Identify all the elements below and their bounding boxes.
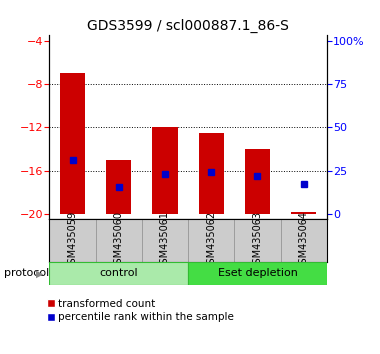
Title: GDS3599 / scl000887.1_86-S: GDS3599 / scl000887.1_86-S xyxy=(87,19,289,33)
Text: GSM435060: GSM435060 xyxy=(114,211,124,270)
Bar xyxy=(49,262,188,285)
Bar xyxy=(106,160,131,214)
Bar xyxy=(280,219,327,262)
Text: GSM435061: GSM435061 xyxy=(160,211,170,270)
Text: GSM435063: GSM435063 xyxy=(252,211,263,270)
Bar xyxy=(234,219,280,262)
Legend: transformed count, percentile rank within the sample: transformed count, percentile rank withi… xyxy=(47,299,234,322)
Bar xyxy=(142,219,188,262)
Bar xyxy=(49,219,96,262)
Text: protocol: protocol xyxy=(4,268,49,279)
Bar xyxy=(188,262,327,285)
Text: GSM435059: GSM435059 xyxy=(68,211,78,270)
Text: Eset depletion: Eset depletion xyxy=(217,268,298,279)
Bar xyxy=(60,73,85,214)
Bar xyxy=(198,133,224,214)
Text: ▶: ▶ xyxy=(36,268,44,279)
Text: GSM435064: GSM435064 xyxy=(299,211,309,270)
Bar xyxy=(152,127,178,214)
Text: control: control xyxy=(100,268,138,279)
Bar xyxy=(245,149,270,214)
Text: GSM435062: GSM435062 xyxy=(206,211,216,270)
Bar xyxy=(291,212,317,214)
Bar xyxy=(188,219,234,262)
Bar xyxy=(96,219,142,262)
